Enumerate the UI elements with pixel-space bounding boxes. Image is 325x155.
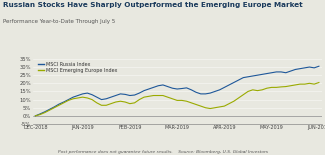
Text: Post performance does not guarantee future results.    Source: Bloomberg, U.S. G: Post performance does not guarantee futu… xyxy=(58,150,267,154)
Text: Performance Year-to-Date Through July 5: Performance Year-to-Date Through July 5 xyxy=(3,19,115,24)
Legend: MSCI Russia Index, MSCI Emerging Europe Index: MSCI Russia Index, MSCI Emerging Europe … xyxy=(38,62,117,73)
Text: Russian Stocks Have Sharply Outperformed the Emerging Europe Market: Russian Stocks Have Sharply Outperformed… xyxy=(3,2,303,8)
